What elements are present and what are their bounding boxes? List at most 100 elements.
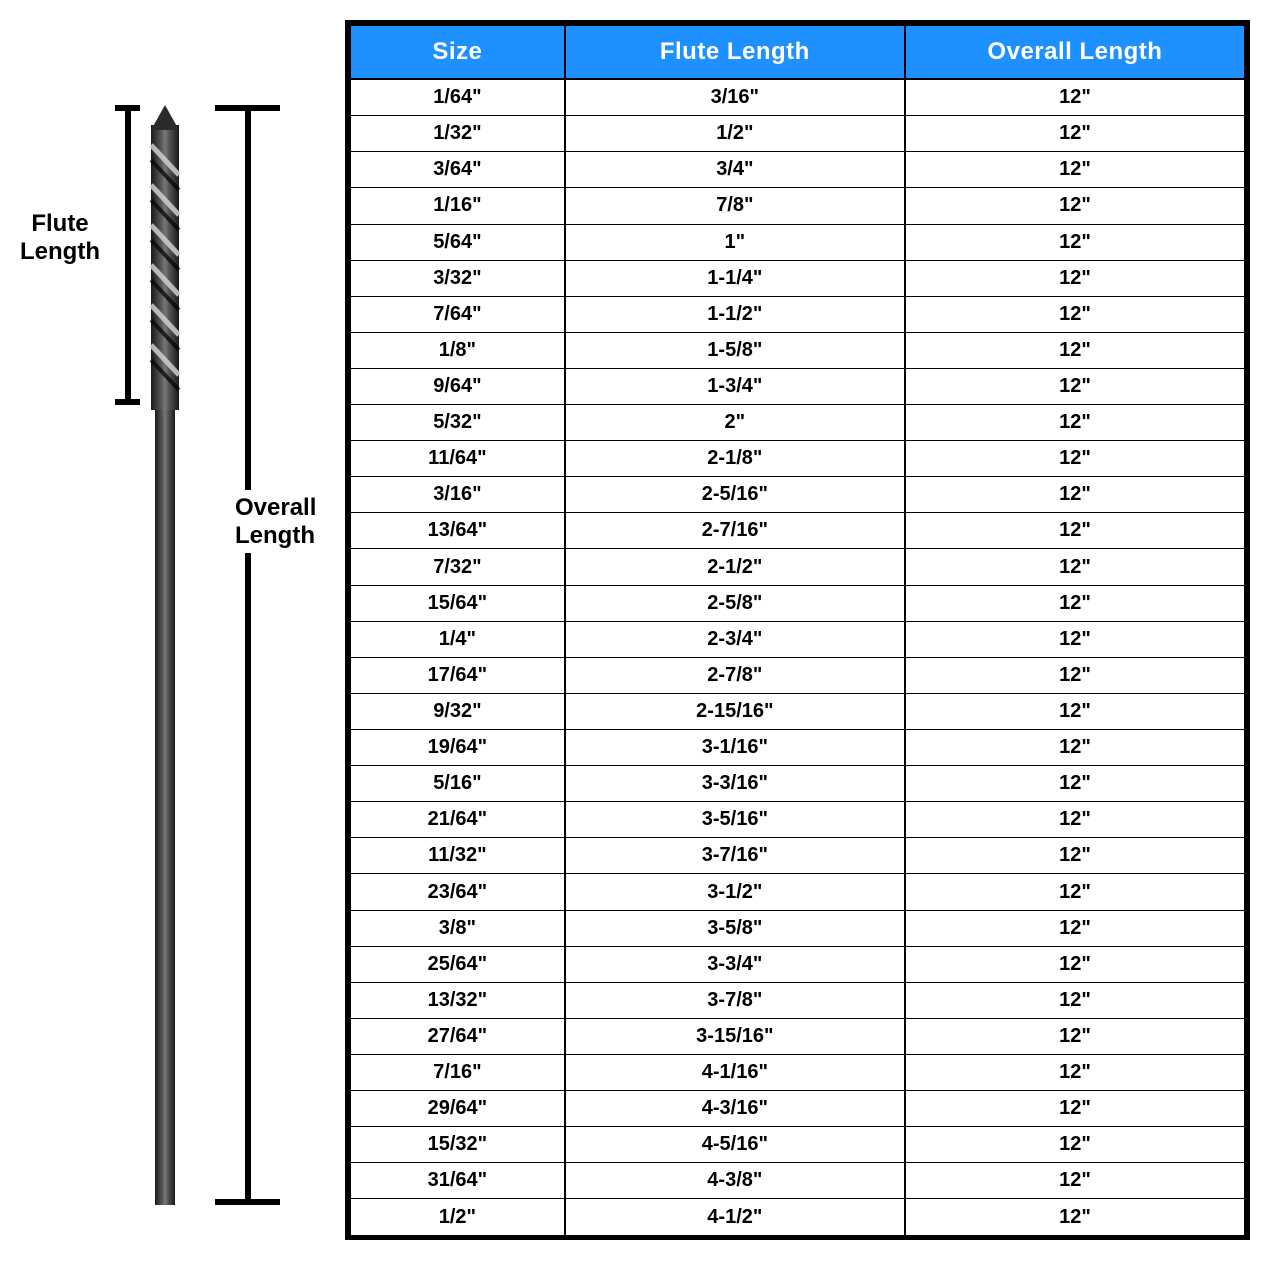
table-row: 7/64"1-1/2"12": [350, 296, 1245, 332]
table-row: 25/64"3-3/4"12": [350, 946, 1245, 982]
cell-flute: 2-7/16": [565, 513, 905, 549]
cell-size: 5/32": [350, 405, 565, 441]
cell-overall: 12": [905, 549, 1245, 585]
cell-overall: 12": [905, 441, 1245, 477]
drill-diagram: Flute Length: [10, 20, 345, 1240]
cell-flute: 1": [565, 224, 905, 260]
table-row: 13/32"3-7/8"12": [350, 982, 1245, 1018]
cell-flute: 1-1/4": [565, 260, 905, 296]
cell-size: 7/64": [350, 296, 565, 332]
table-row: 27/64"3-15/16"12": [350, 1018, 1245, 1054]
table-row: 11/32"3-7/16"12": [350, 838, 1245, 874]
cell-flute: 7/8": [565, 188, 905, 224]
table-row: 3/64"3/4"12": [350, 152, 1245, 188]
cell-flute: 1/2": [565, 116, 905, 152]
cell-overall: 12": [905, 260, 1245, 296]
cell-overall: 12": [905, 79, 1245, 116]
flute-label-line1: Flute: [31, 210, 88, 237]
cell-overall: 12": [905, 405, 1245, 441]
cell-flute: 4-1/16": [565, 1055, 905, 1091]
cell-overall: 12": [905, 368, 1245, 404]
overall-label-line2: Length: [235, 522, 315, 549]
cell-overall: 12": [905, 1127, 1245, 1163]
cell-flute: 1-3/4": [565, 368, 905, 404]
flute-length-bracket: [115, 105, 140, 405]
table-row: 3/32"1-1/4"12": [350, 260, 1245, 296]
cell-overall: 12": [905, 224, 1245, 260]
table-row: 29/64"4-3/16"12": [350, 1091, 1245, 1127]
cell-size: 1/32": [350, 116, 565, 152]
table-row: 7/16"4-1/16"12": [350, 1055, 1245, 1091]
table-row: 11/64"2-1/8"12": [350, 441, 1245, 477]
cell-overall: 12": [905, 513, 1245, 549]
cell-size: 5/16": [350, 766, 565, 802]
table-row: 21/64"3-5/16"12": [350, 802, 1245, 838]
col-header-size: Size: [350, 25, 565, 79]
table-body: 1/64"3/16"12"1/32"1/2"12"3/64"3/4"12"1/1…: [350, 79, 1245, 1236]
cell-overall: 12": [905, 1055, 1245, 1091]
cell-size: 3/8": [350, 910, 565, 946]
cell-flute: 3-7/8": [565, 982, 905, 1018]
cell-overall: 12": [905, 585, 1245, 621]
cell-overall: 12": [905, 730, 1245, 766]
cell-flute: 3-1/2": [565, 874, 905, 910]
table-head: Size Flute Length Overall Length: [350, 25, 1245, 79]
table-row: 9/64"1-3/4"12": [350, 368, 1245, 404]
cell-size: 1/64": [350, 79, 565, 116]
cell-size: 17/64": [350, 657, 565, 693]
cell-size: 7/32": [350, 549, 565, 585]
cell-overall: 12": [905, 874, 1245, 910]
table-row: 19/64"3-1/16"12": [350, 730, 1245, 766]
cell-overall: 12": [905, 332, 1245, 368]
table-row: 1/4"2-3/4"12": [350, 621, 1245, 657]
table-row: 5/32"2"12": [350, 405, 1245, 441]
table-row: 23/64"3-1/2"12": [350, 874, 1245, 910]
cell-flute: 2": [565, 405, 905, 441]
size-table: Size Flute Length Overall Length 1/64" 3/…: [349, 24, 1246, 1236]
table-row: 13/64"2-7/16"12": [350, 513, 1245, 549]
cell-size: 19/64": [350, 730, 565, 766]
table-row: 17/64"2-7/8"12": [350, 657, 1245, 693]
cell-overall: 12": [905, 1199, 1245, 1236]
cell-overall: 12": [905, 188, 1245, 224]
cell-flute: 2-5/16": [565, 477, 905, 513]
cell-overall: 12": [905, 693, 1245, 729]
drill-bit-icon: [145, 105, 185, 1205]
cell-overall: 12": [905, 1018, 1245, 1054]
table-row: 15/32"4-5/16"12": [350, 1127, 1245, 1163]
size-table-container: Size Flute Length Overall Length 1/64" 3/…: [345, 20, 1250, 1240]
cell-flute: 3-5/16": [565, 802, 905, 838]
cell-size: 1/16": [350, 188, 565, 224]
table-row: 1/8"1-5/8"12": [350, 332, 1245, 368]
cell-size: 3/16": [350, 477, 565, 513]
table-row: 15/64"2-5/8"12": [350, 585, 1245, 621]
cell-flute: 4-5/16": [565, 1127, 905, 1163]
cell-overall: 12": [905, 621, 1245, 657]
cell-flute: 4-3/8": [565, 1163, 905, 1199]
cell-flute: 3-15/16": [565, 1018, 905, 1054]
cell-flute: 1-5/8": [565, 332, 905, 368]
cell-flute: 3-5/8": [565, 910, 905, 946]
cell-size: 1/4": [350, 621, 565, 657]
cell-overall: 12": [905, 766, 1245, 802]
flute-length-label: Flute Length: [10, 210, 110, 265]
cell-size: 15/32": [350, 1127, 565, 1163]
table-row: 7/32"2-1/2"12": [350, 549, 1245, 585]
cell-flute: 2-1/2": [565, 549, 905, 585]
cell-overall: 12": [905, 477, 1245, 513]
table-row: 5/16"3-3/16"12": [350, 766, 1245, 802]
flute-label-line2: Length: [20, 238, 100, 265]
cell-size: 5/64": [350, 224, 565, 260]
cell-size: 31/64": [350, 1163, 565, 1199]
cell-size: 11/64": [350, 441, 565, 477]
cell-size: 7/16": [350, 1055, 565, 1091]
cell-size: 13/64": [350, 513, 565, 549]
table-row: 5/64"1"12": [350, 224, 1245, 260]
overall-length-label: Overall Length: [235, 490, 345, 553]
cell-overall: 12": [905, 296, 1245, 332]
cell-size: 23/64": [350, 874, 565, 910]
cell-size: 1/2": [350, 1199, 565, 1236]
cell-size: 27/64": [350, 1018, 565, 1054]
cell-size: 1/8": [350, 332, 565, 368]
cell-flute: 3-7/16": [565, 838, 905, 874]
